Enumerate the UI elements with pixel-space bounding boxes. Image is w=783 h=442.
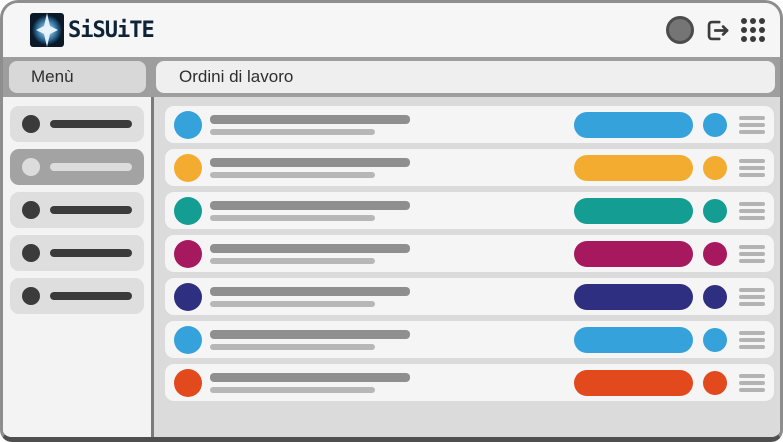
sidebar-header: Menù [9,61,146,93]
work-order-status-pill[interactable] [574,283,693,310]
sidebar-menu-item[interactable] [10,278,144,314]
work-order-row[interactable] [165,278,774,315]
work-order-title-placeholder [210,286,410,296]
work-order-status-pill[interactable] [574,240,693,267]
work-order-status-dot [703,112,727,137]
menu-item-icon [22,158,40,176]
work-order-text [210,200,410,221]
work-order-type-icon [174,368,202,397]
menu-item-icon [22,287,40,305]
work-order-status-pill[interactable] [574,154,693,181]
menu-item-icon [22,201,40,219]
work-order-title-placeholder [210,114,410,124]
work-order-row[interactable] [165,106,774,143]
work-order-status-pill[interactable] [574,326,693,353]
work-order-status-dot [703,284,727,309]
work-order-status-pill[interactable] [574,369,693,396]
app-grid-icon[interactable] [741,18,765,42]
sidebar-header-label: Menù [31,67,74,86]
work-order-text [210,372,410,393]
menu-item-label-placeholder [50,120,132,128]
sidebar-menu-item[interactable] [10,235,144,271]
menu-item-icon [22,115,40,133]
menu-item-icon [22,244,40,262]
work-order-type-icon [174,282,202,311]
work-order-type-icon [174,153,202,182]
work-order-type-icon [174,110,202,139]
work-order-title-placeholder [210,243,410,253]
user-status-icon[interactable] [666,16,694,44]
work-order-row[interactable] [165,364,774,401]
menu-item-label-placeholder [50,163,132,171]
work-order-title-placeholder [210,157,410,167]
work-order-type-icon [174,239,202,268]
page-title-label: Ordini di lavoro [179,67,294,86]
row-menu-icon[interactable] [739,201,765,220]
work-order-title-placeholder [210,329,410,339]
sidebar-menu-item[interactable] [10,106,144,142]
work-order-text [210,114,410,135]
work-order-text [210,329,410,350]
work-order-subtitle-placeholder [210,257,375,264]
work-order-title-placeholder [210,372,410,382]
work-order-status-pill[interactable] [574,197,693,224]
work-order-text [210,157,410,178]
row-menu-icon[interactable] [739,244,765,263]
brand-logo: SiSUiTE [29,12,155,48]
work-order-text [210,243,410,264]
work-order-status-dot [703,155,727,180]
work-order-subtitle-placeholder [210,214,375,221]
sidebar-menu-item[interactable] [10,192,144,228]
work-order-type-icon [174,196,202,225]
row-menu-icon[interactable] [739,330,765,349]
work-order-row[interactable] [165,235,774,272]
work-order-subtitle-placeholder [210,386,375,393]
topbar-icons [666,16,765,44]
body [3,97,780,437]
brand-name: SiSUiTE [68,17,155,43]
work-order-status-dot [703,241,727,266]
work-order-subtitle-placeholder [210,171,375,178]
work-order-row[interactable] [165,149,774,186]
work-order-row[interactable] [165,321,774,358]
sidebar [3,97,154,437]
work-order-subtitle-placeholder [210,343,375,350]
work-order-subtitle-placeholder [210,128,375,135]
row-menu-icon[interactable] [739,373,765,392]
menu-item-label-placeholder [50,206,132,214]
work-order-type-icon [174,325,202,354]
work-order-status-dot [703,370,727,395]
work-order-title-placeholder [210,200,410,210]
menu-item-label-placeholder [50,249,132,257]
work-order-status-dot [703,198,727,223]
work-order-text [210,286,410,307]
work-order-subtitle-placeholder [210,300,375,307]
row-menu-icon[interactable] [739,287,765,306]
work-order-row[interactable] [165,192,774,229]
topbar: SiSUiTE [3,3,780,57]
header-band: Menù Ordini di lavoro [3,57,780,97]
logout-icon[interactable] [704,17,731,44]
work-order-status-pill[interactable] [574,111,693,138]
work-orders-list [154,97,780,437]
work-order-status-dot [703,327,727,352]
sidebar-menu-item[interactable] [10,149,144,185]
page-title: Ordini di lavoro [156,61,775,93]
row-menu-icon[interactable] [739,158,765,177]
row-menu-icon[interactable] [739,115,765,134]
menu-item-label-placeholder [50,292,132,300]
sisuite-logo-icon [30,13,64,47]
